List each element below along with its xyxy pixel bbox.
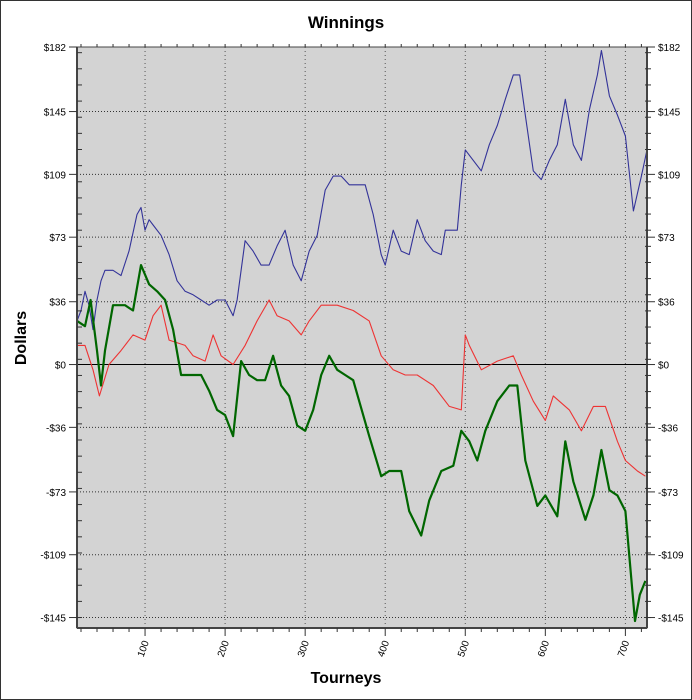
y-tick-label-right: $182 [658,43,681,54]
x-tick-label: 600 [536,639,552,659]
series-line-2 [77,299,646,477]
y-tick-label: $182 [44,43,67,54]
y-tick-label: $0 [55,361,67,372]
x-tick-label: 100 [136,639,152,659]
y-tick-label-right: -$109 [658,551,684,562]
x-axis-label: Tourneys [311,670,382,687]
y-tick-label-right: $73 [658,233,675,244]
y-tick-label: -$73 [46,488,66,499]
x-tick-label: 200 [216,639,232,659]
series-line-3 [76,264,647,623]
y-tick-label-right: $0 [658,361,670,372]
y-tick-label: $109 [44,170,67,181]
chart-title: Winnings [308,13,384,32]
y-tick-label-right: $145 [658,108,681,119]
y-tick-label: -$145 [40,614,66,625]
y-tick-label-right: -$145 [658,614,684,625]
x-tick-label: 300 [296,639,312,659]
y-tick-label: -$36 [46,423,66,434]
x-tick-label: 400 [376,639,392,659]
plot-area [77,47,647,628]
y-tick-label: $145 [44,108,67,119]
series-line-1 [76,49,648,331]
y-tick-label: $36 [49,298,66,309]
y-tick-label: -$109 [40,551,66,562]
y-tick-label-right: -$36 [658,423,678,434]
y-tick-label-right: -$73 [658,488,678,499]
y-tick-label-right: $36 [658,298,675,309]
x-tick-label: 700 [616,639,632,659]
y-tick-label: $73 [49,233,66,244]
y-tick-label-right: $109 [658,170,681,181]
x-tick-label: 500 [456,639,472,659]
y-axis-label: Dollars [13,311,30,365]
